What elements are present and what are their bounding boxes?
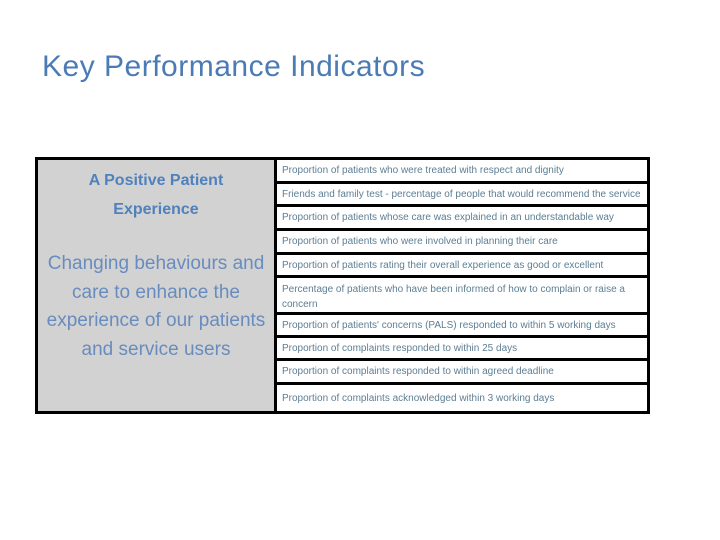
indicator-row-complaints-acknowledged: Proportion of complaints acknowledged wi… <box>282 392 555 404</box>
category-description: Changing behaviours and care to enhance … <box>46 253 266 360</box>
indicator-row-care-explained: Proportion of patients whose care was ex… <box>277 207 647 231</box>
category-heading: A Positive Patient Experience <box>88 172 224 218</box>
indicator-row-overall-experience: Proportion of patients rating their over… <box>277 255 647 278</box>
category-cell: A Positive Patient Experience Changing b… <box>38 160 277 411</box>
indicator-row-respect-dignity: Proportion of patients who were treated … <box>277 160 647 184</box>
indicator-row-friends-family-test: Friends and family test - percentage of … <box>277 184 647 207</box>
indicator-row-informed-complain: Percentage of patients who have been inf… <box>277 278 647 315</box>
slide-title: Key Performance Indicators <box>42 50 426 83</box>
kpi-table: A Positive Patient Experience Changing b… <box>35 157 650 414</box>
indicator-list: Proportion of patients who were treated … <box>277 160 647 411</box>
indicator-row-involved-planning: Proportion of patients who were involved… <box>277 231 647 255</box>
indicator-row-complaints-agreed-deadline: Proportion of complaints responded to wi… <box>277 361 647 385</box>
indicator-row-pals-5-days: Proportion of patients' concerns (PALS) … <box>277 315 647 338</box>
indicator-row-complaints-25-days: Proportion of complaints responded to wi… <box>277 338 647 361</box>
